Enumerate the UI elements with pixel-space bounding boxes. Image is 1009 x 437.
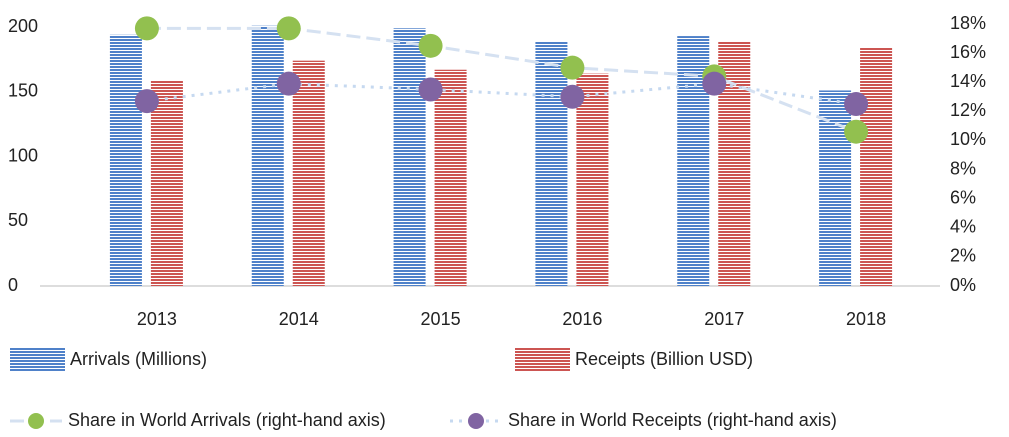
y-tick-label: 50 bbox=[8, 210, 28, 230]
bar bbox=[434, 69, 467, 286]
x-tick-label: 2015 bbox=[421, 309, 461, 329]
bar bbox=[292, 60, 325, 286]
legend-swatch bbox=[515, 348, 570, 372]
bar bbox=[535, 41, 568, 287]
marker bbox=[844, 119, 869, 144]
legend-label: Share in World Receipts (right-hand axis… bbox=[508, 410, 837, 430]
marker bbox=[276, 16, 301, 41]
x-tick-label: 2014 bbox=[279, 309, 319, 329]
legend-label: Share in World Arrivals (right-hand axis… bbox=[68, 410, 386, 430]
legend-swatch bbox=[10, 348, 65, 372]
y2-tick-label: 6% bbox=[950, 187, 976, 207]
bar bbox=[860, 47, 893, 286]
legend-marker bbox=[468, 413, 484, 429]
x-tick-label: 2017 bbox=[704, 309, 744, 329]
y-tick-label: 100 bbox=[8, 145, 38, 165]
bar bbox=[576, 73, 609, 287]
y2-tick-label: 0% bbox=[950, 275, 976, 295]
x-tick-label: 2016 bbox=[562, 309, 602, 329]
marker bbox=[134, 89, 159, 114]
marker bbox=[418, 77, 443, 102]
bar bbox=[251, 25, 284, 287]
marker bbox=[134, 16, 159, 41]
y2-tick-label: 8% bbox=[950, 158, 976, 178]
legend-label: Receipts (Billion USD) bbox=[575, 349, 753, 369]
x-tick-label: 2018 bbox=[846, 309, 886, 329]
bar bbox=[819, 90, 852, 286]
legend-label: Arrivals (Millions) bbox=[70, 349, 207, 369]
y2-tick-label: 2% bbox=[950, 246, 976, 266]
marker bbox=[276, 71, 301, 96]
y2-tick-label: 16% bbox=[950, 42, 986, 62]
y2-tick-label: 14% bbox=[950, 71, 986, 91]
y-tick-label: 0 bbox=[8, 275, 18, 295]
marker bbox=[844, 92, 869, 117]
x-tick-label: 2013 bbox=[137, 309, 177, 329]
y-tick-label: 150 bbox=[8, 81, 38, 101]
y2-tick-label: 18% bbox=[950, 13, 986, 33]
bar bbox=[109, 34, 142, 286]
y2-tick-label: 12% bbox=[950, 100, 986, 120]
legend-marker bbox=[28, 413, 44, 429]
y2-tick-label: 10% bbox=[950, 129, 986, 149]
marker bbox=[560, 84, 585, 109]
line bbox=[146, 82, 857, 106]
marker bbox=[560, 55, 585, 80]
bar bbox=[393, 28, 426, 286]
marker bbox=[702, 71, 727, 96]
marker bbox=[418, 33, 443, 58]
bar bbox=[150, 80, 183, 286]
y-tick-label: 200 bbox=[8, 16, 38, 36]
y2-tick-label: 4% bbox=[950, 217, 976, 237]
